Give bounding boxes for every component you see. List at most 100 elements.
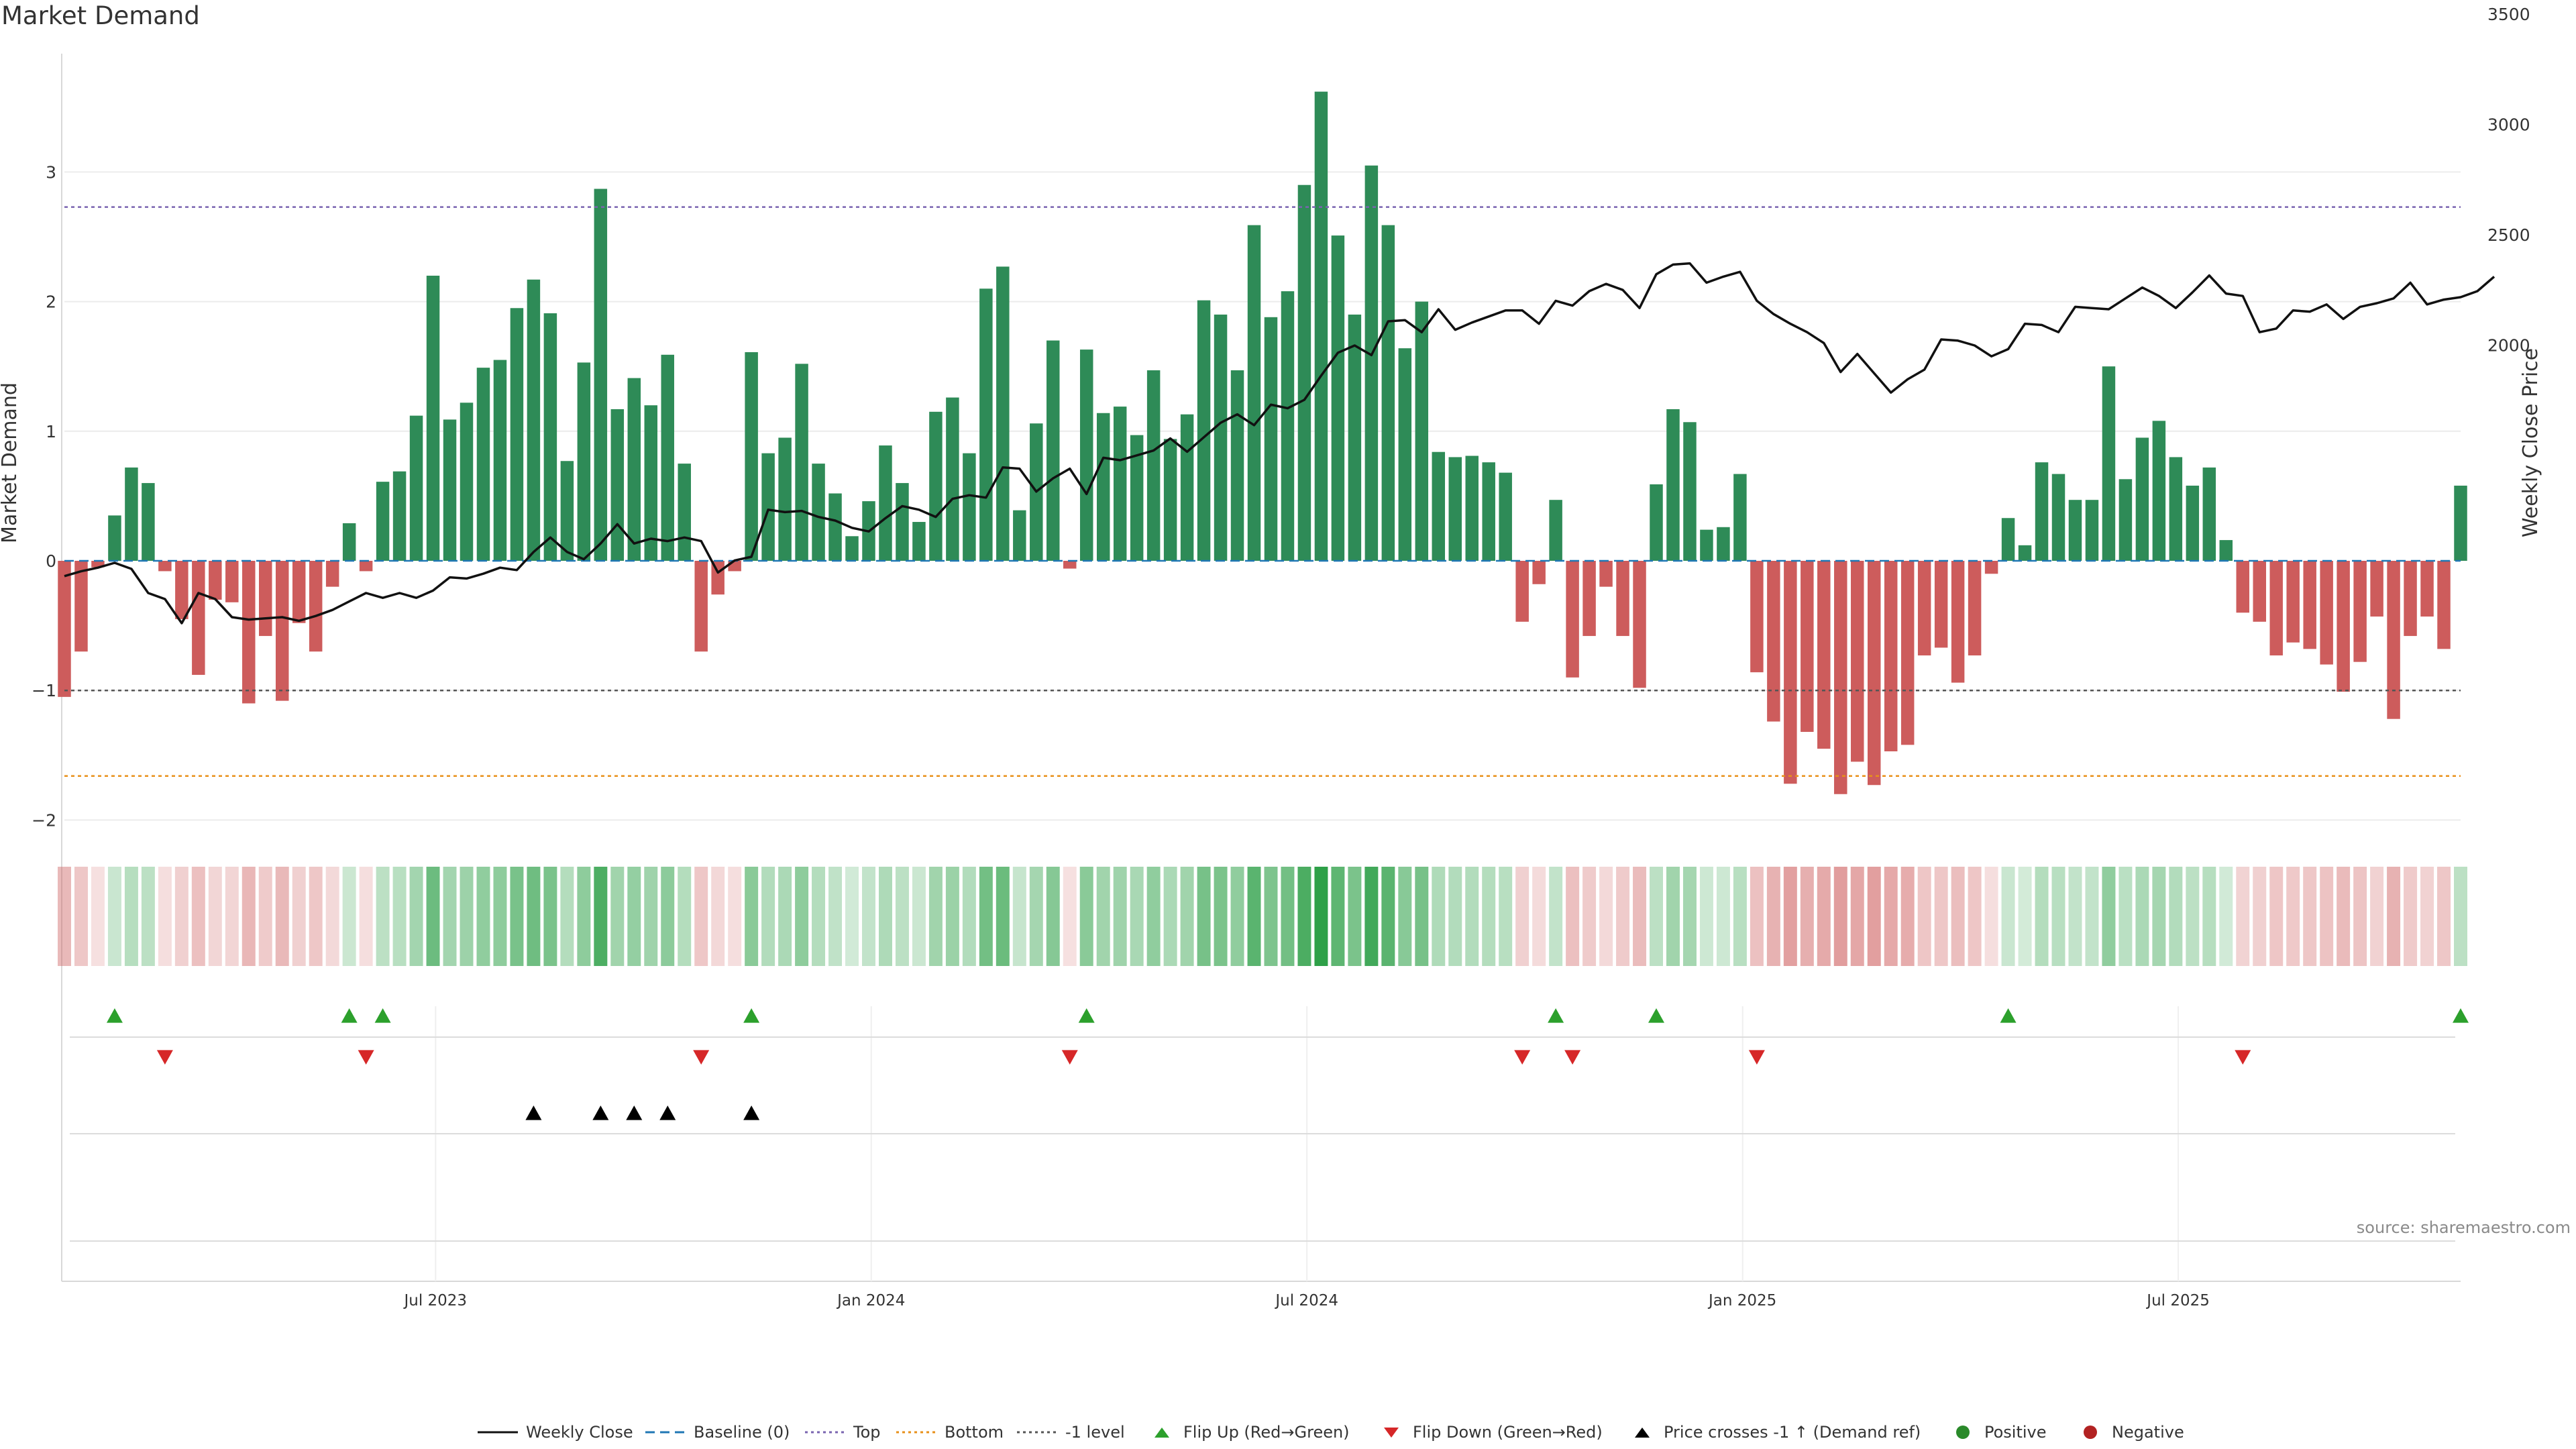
heat-cell — [107, 867, 121, 966]
heat-cell — [845, 867, 859, 966]
demand-bar — [1650, 484, 1663, 561]
heat-cell — [878, 867, 892, 966]
demand-bar — [1130, 435, 1144, 561]
demand-bar — [108, 515, 121, 561]
demand-bar — [325, 561, 339, 587]
demand-bar — [1314, 91, 1328, 561]
demand-bar — [2219, 540, 2233, 561]
heat-cell — [1448, 867, 1462, 966]
legend-label: Positive — [1984, 1423, 2047, 1442]
demand-bar — [912, 522, 926, 561]
demand-bar — [275, 561, 289, 701]
heat-cell — [2202, 867, 2216, 966]
demand-bar — [1264, 317, 1278, 561]
flip-down-marker — [1748, 1050, 1765, 1065]
heat-cell — [376, 867, 390, 966]
y-tick-label: 1 — [46, 422, 56, 441]
flip-up-marker — [106, 1008, 123, 1023]
heat-cell — [2286, 867, 2300, 966]
heat-cell — [1398, 867, 1412, 966]
heat-cell — [761, 867, 775, 966]
demand-bar — [2420, 561, 2434, 617]
y2-tick-label: 3500 — [2487, 5, 2530, 24]
heat-cell — [812, 867, 826, 966]
x-tick-label: Jul 2023 — [402, 1292, 467, 1309]
demand-bar — [1968, 561, 1982, 656]
y2-tick-label: 3000 — [2487, 115, 2530, 135]
heat-cell — [460, 867, 474, 966]
heat-cell — [1884, 867, 1898, 966]
demand-bar — [1984, 561, 1998, 574]
y-axis-title: Market Demand — [0, 382, 21, 543]
heat-cell — [2236, 867, 2250, 966]
heat-cell — [292, 867, 306, 966]
demand-bar — [2169, 457, 2183, 561]
demand-bar — [2387, 561, 2400, 719]
heat-cell — [1968, 867, 1982, 966]
demand-bar — [1348, 314, 1362, 561]
demand-bar — [392, 471, 407, 561]
heat-cell — [1096, 867, 1110, 966]
heat-cell — [1650, 867, 1663, 966]
heat-cell — [996, 867, 1010, 966]
heat-cell — [1515, 867, 1529, 966]
heat-cell — [2387, 867, 2401, 966]
demand-bar — [1079, 350, 1093, 561]
demand-bar — [409, 415, 423, 561]
heat-cell — [1146, 867, 1161, 966]
demand-bar — [74, 561, 88, 652]
demand-bar — [242, 561, 256, 704]
heat-cell — [493, 867, 507, 966]
demand-bar — [2202, 467, 2216, 561]
flip-up-marker — [341, 1008, 358, 1023]
heat-cell — [2152, 867, 2166, 966]
heat-cell — [325, 867, 339, 966]
demand-bar — [2337, 561, 2350, 692]
demand-bar — [879, 445, 892, 561]
demand-bar — [812, 464, 825, 561]
heat-cell — [678, 867, 692, 966]
heat-cell — [275, 867, 289, 966]
x-tick-label: Jan 2024 — [836, 1292, 905, 1309]
demand-bar — [2236, 561, 2250, 613]
heat-cell — [510, 867, 524, 966]
heat-cell — [594, 867, 608, 966]
heat-cell — [862, 867, 875, 966]
heat-cell — [124, 867, 138, 966]
heat-cell — [91, 867, 105, 966]
chart-title: Market Demand — [1, 1, 200, 30]
flip-down-marker — [1564, 1050, 1581, 1065]
heat-cell — [1699, 867, 1713, 966]
heat-cell — [644, 867, 658, 966]
heat-cell — [158, 867, 172, 966]
demand-bar — [359, 561, 373, 572]
demand-bar — [2051, 474, 2065, 561]
heat-cell — [1381, 867, 1395, 966]
heat-cell — [1163, 867, 1177, 966]
heat-cell — [2068, 867, 2082, 966]
legend-minus1: -1 level — [1017, 1422, 1125, 1442]
heat-cell — [1214, 867, 1228, 966]
flip-up-marker — [1648, 1008, 1665, 1023]
demand-bar — [1163, 439, 1177, 561]
demand-bar — [2253, 561, 2266, 622]
flip-up-marker — [1078, 1008, 1095, 1023]
demand-bar — [1499, 472, 1512, 561]
demand-bar — [2186, 485, 2200, 561]
heat-cell — [1800, 867, 1814, 966]
heat-cell — [1348, 867, 1362, 966]
demand-bar — [1465, 455, 1479, 561]
flip-down-marker — [156, 1050, 173, 1065]
demand-bar — [2135, 437, 2149, 561]
heat-cell — [191, 867, 205, 966]
y2-axis-title: Weekly Close Price — [2519, 348, 2542, 537]
cross-marker — [525, 1106, 542, 1120]
heat-cell — [895, 867, 909, 966]
heat-cell — [828, 867, 843, 966]
heat-cell — [1465, 867, 1479, 966]
demand-bar — [996, 266, 1010, 561]
weekly-close-line — [64, 262, 2496, 625]
demand-bar — [2286, 561, 2300, 643]
demand-bar — [125, 467, 138, 561]
demand-bar — [1482, 462, 1495, 561]
